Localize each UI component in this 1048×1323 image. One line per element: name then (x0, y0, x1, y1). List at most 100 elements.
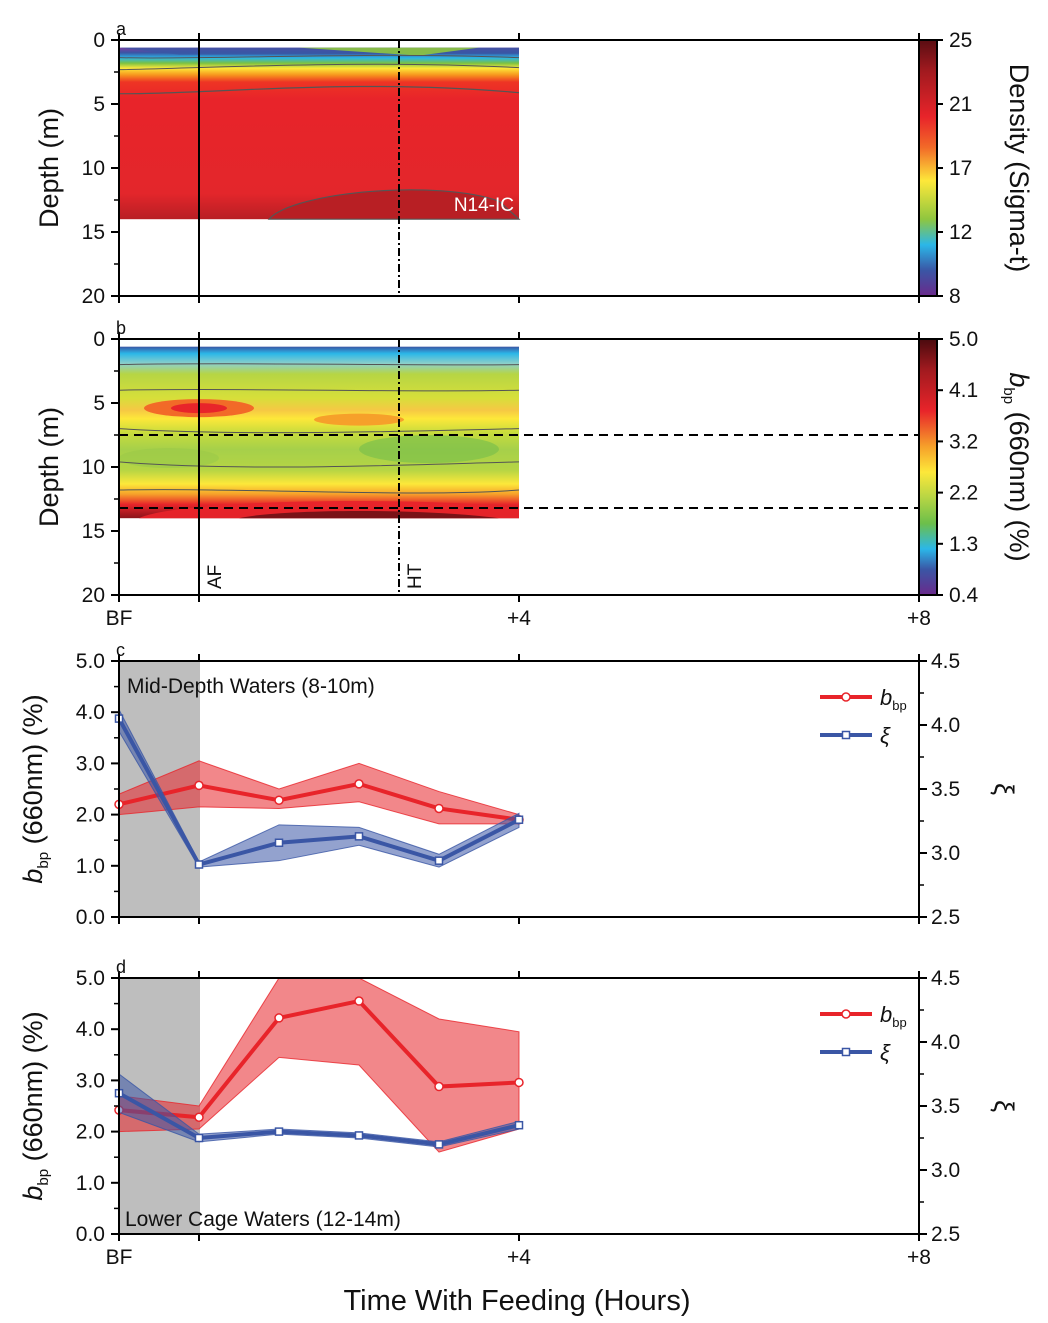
colorbar-tick-label: 8 (949, 285, 961, 308)
y-tick-label-left: 1.0 (76, 855, 105, 878)
colorbar-tick-label: 25 (949, 29, 972, 52)
data-point (434, 803, 444, 814)
y-tick-label-right: 3.0 (931, 842, 960, 865)
high-density-zone (267, 189, 521, 220)
y-tick-label-left: 2.0 (76, 1121, 105, 1144)
time-marker-label: AF (205, 565, 226, 589)
low-density-wedge (299, 47, 479, 56)
data-point (434, 1081, 444, 1092)
series-line (118, 1091, 520, 1147)
colorbar-tick-label: 5.0 (949, 328, 978, 351)
y-tick-label: 10 (82, 456, 105, 479)
site-label: N14-IC (454, 195, 514, 216)
data-point (194, 1133, 204, 1143)
contour-line (118, 54, 520, 59)
x-tick-label: +8 (907, 607, 931, 630)
bottom-max-zone (239, 510, 499, 519)
colorbar (918, 338, 938, 596)
contour-line (118, 85, 520, 95)
colorbar-tick-label: 0.4 (949, 584, 979, 607)
contour-line (118, 428, 520, 434)
y-tick-label: 5 (93, 93, 105, 116)
y-axis-label: Depth (m) (34, 407, 64, 527)
panel-letter: b (116, 318, 126, 338)
low-backscatter-patch (119, 448, 219, 469)
colorbar-label: bbp (660nm) (%) (1000, 372, 1034, 561)
legend-label-main: b (880, 685, 892, 710)
y-tick-label-right: 4.0 (931, 714, 960, 737)
y-tick-label-left: 3.0 (76, 1069, 105, 1092)
data-point (354, 779, 364, 789)
y-tick-label: 20 (82, 584, 105, 607)
y-tick-label-right: 4.0 (931, 1031, 960, 1054)
y-tick-label-left: 0.0 (76, 1223, 105, 1246)
y-tick-label-right: 3.0 (931, 1159, 960, 1182)
y-tick-label-right: 4.5 (931, 967, 960, 990)
x-tick-label: BF (106, 1246, 133, 1269)
low-backscatter-patch (359, 435, 499, 464)
data-point (194, 860, 204, 869)
colorbar-tick-label: 21 (949, 93, 972, 116)
colorbar-tick-label: 3.2 (949, 430, 978, 453)
y-tick-label-left: 4.0 (76, 1018, 105, 1041)
data-point (354, 996, 364, 1006)
legend-label: ξ (880, 723, 891, 748)
y-axis-label-rest: (660nm) (%) (18, 1011, 48, 1169)
y-axis-label-main: b (18, 1186, 48, 1201)
y-tick-label-left: 5.0 (76, 967, 105, 990)
y-axis-label-sub: bp (35, 1169, 52, 1186)
contour-line (118, 363, 520, 366)
y-tick-label: 0 (93, 328, 105, 351)
y-axis-label-main: b (18, 869, 48, 884)
legend-label: ξ (880, 1040, 891, 1065)
heatmap-b (118, 346, 520, 519)
contour-line (118, 388, 520, 392)
legend-label-main: b (880, 1002, 892, 1027)
contour-line (118, 63, 520, 71)
x-axis-label: Time With Feeding (Hours) (343, 1285, 690, 1317)
legend-marker (841, 1047, 851, 1057)
y-tick-label-right: 3.5 (931, 778, 960, 801)
y-tick-label-left: 5.0 (76, 650, 105, 673)
legend-label-sub: bp (892, 698, 906, 713)
data-point (274, 1013, 284, 1023)
data-point (434, 856, 444, 865)
y-tick-label: 5 (93, 392, 105, 415)
legend-label-main: ξ (880, 723, 891, 748)
legend-label: bbp (880, 685, 907, 713)
series-line (118, 998, 520, 1120)
colorbar-label-rest: (660nm) (%) (1004, 404, 1034, 562)
y-tick-label-right: 3.5 (931, 1095, 960, 1118)
high-backscatter-patch (314, 413, 404, 426)
y-axis-label-left: bbp (660nm) (%) (18, 1011, 52, 1200)
y-axis-label: Depth (m) (34, 108, 64, 228)
y-tick-label-left: 2.0 (76, 804, 105, 827)
x-tick-label: +4 (507, 607, 531, 630)
y-tick-label: 15 (82, 221, 105, 244)
y-tick-label-left: 3.0 (76, 752, 105, 775)
y-axis-label-right: ξ (989, 783, 1019, 795)
series-line (117, 717, 520, 867)
data-point (514, 1077, 524, 1088)
y-tick-label-left: 0.0 (76, 906, 105, 929)
colorbar (918, 39, 938, 297)
legend-marker (841, 1009, 851, 1019)
x-tick-label: +8 (907, 1246, 931, 1269)
data-point (354, 832, 364, 841)
data-point (514, 1120, 524, 1130)
y-tick-label-left: 1.0 (76, 1172, 105, 1195)
colorbar-tick-label: 2.2 (949, 482, 978, 505)
y-tick-label: 20 (82, 285, 105, 308)
legend-label-sub: bp (892, 1015, 906, 1030)
colorbar-tick-label: 1.3 (949, 533, 978, 556)
panel-title: Lower Cage Waters (12-14m) (125, 1208, 401, 1231)
contour-line (118, 461, 520, 468)
y-axis-label-rest: (660nm) (%) (18, 694, 48, 852)
data-point (274, 795, 284, 806)
legend-marker (841, 730, 851, 740)
colorbar-tick-label: 4.1 (949, 379, 978, 402)
y-tick-label-left: 4.0 (76, 701, 105, 724)
data-point (514, 815, 524, 824)
panel-letter: c (116, 640, 125, 660)
